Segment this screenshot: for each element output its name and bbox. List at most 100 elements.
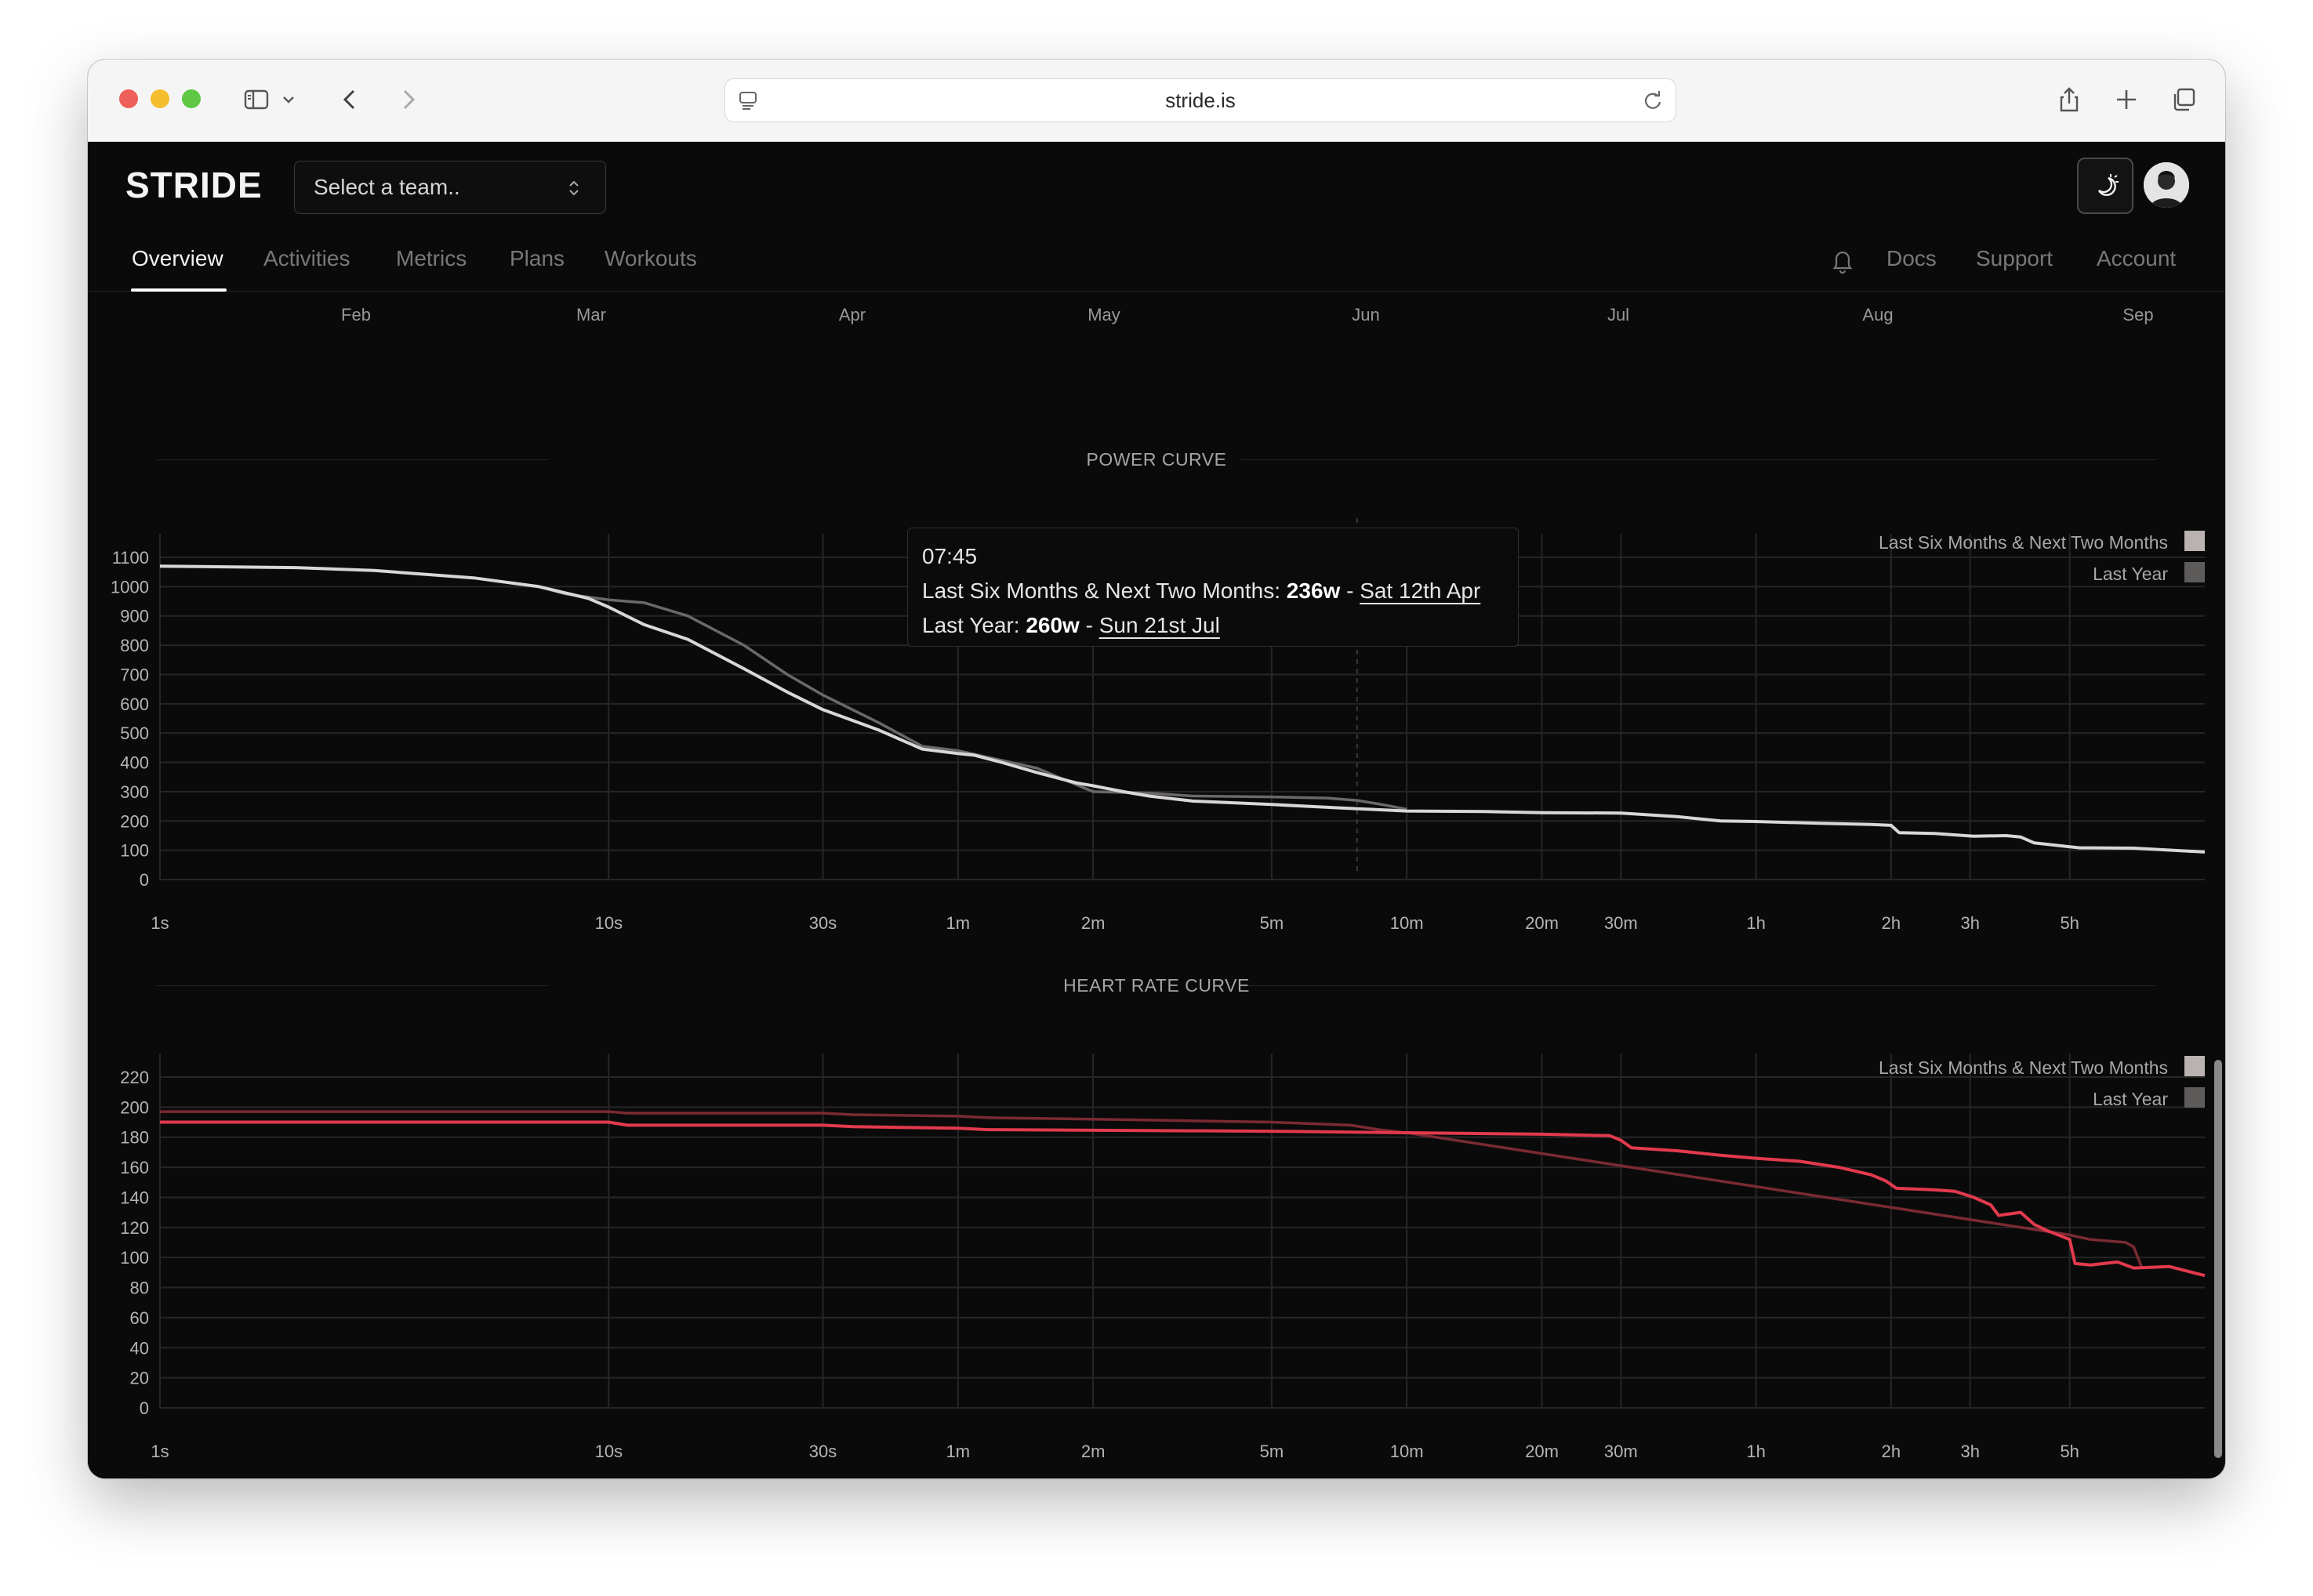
x-tick-label: 20m: [1525, 1442, 1559, 1461]
main-nav: Overview Activities Metrics Plans Workou…: [88, 232, 2225, 292]
back-arrow-icon[interactable]: [329, 78, 372, 121]
month-label: Aug: [1862, 305, 1894, 325]
legend-label-current: Last Six Months & Next Two Months: [1879, 1057, 2168, 1078]
x-tick-label: 10s: [595, 913, 623, 933]
x-tick-label: 1h: [1746, 1442, 1765, 1461]
x-tick-label: 5h: [2060, 1442, 2079, 1461]
y-tick-label: 200: [120, 1097, 149, 1117]
tooltip-series-value: 260w: [1026, 613, 1080, 637]
y-tick-label: 1100: [112, 548, 149, 568]
browser-window: stride.is STRIDE Select a team..: [88, 60, 2225, 1478]
tooltip-line-last-year: Last Year: 260w - Sun 21st Jul: [922, 608, 1504, 643]
x-tick-label: 20m: [1525, 913, 1559, 933]
tooltip-series-label: Last Year:: [922, 613, 1026, 637]
team-select-label: Select a team..: [314, 175, 460, 199]
x-tick-label: 1s: [151, 1442, 169, 1461]
x-tick-label: 1s: [151, 913, 169, 933]
y-tick-label: 700: [120, 665, 149, 684]
maximize-window-button[interactable]: [182, 89, 201, 108]
y-tick-label: 400: [120, 753, 149, 773]
x-tick-label: 2h: [1882, 1442, 1901, 1461]
legend-label-current: Last Six Months & Next Two Months: [1879, 532, 2168, 553]
month-label: Feb: [341, 305, 371, 325]
tooltip-separator: -: [1079, 613, 1099, 637]
month-label: Jul: [1607, 305, 1630, 325]
page-icon: [739, 92, 757, 110]
brand-logo[interactable]: STRIDE: [125, 165, 263, 205]
month-label: Jun: [1352, 305, 1380, 325]
legend-swatch-current: [2184, 1056, 2205, 1076]
x-tick-label: 30s: [809, 913, 837, 933]
y-tick-label: 300: [120, 782, 149, 802]
power-curve-chart[interactable]: 0 100 200 300 400 500 600 700 800 900 1000 1100 1s 10…: [88, 479, 2225, 1036]
legend-swatch-current: [2184, 531, 2205, 551]
x-tick-label: 1h: [1746, 913, 1765, 933]
tab-workouts[interactable]: Workouts: [605, 246, 697, 270]
minimize-window-button[interactable]: [151, 89, 169, 108]
y-tick-label: 60: [130, 1308, 149, 1328]
page-scrollbar[interactable]: [2214, 1060, 2222, 1458]
month-label: May: [1088, 305, 1120, 325]
y-tick-label: 500: [120, 724, 149, 743]
browser-titlebar: stride.is: [88, 60, 2225, 142]
tooltip-series-label: Last Six Months & Next Two Months:: [922, 579, 1287, 603]
address-bar[interactable]: stride.is: [724, 78, 1676, 122]
y-tick-label: 200: [120, 811, 149, 831]
chevron-up-down-icon: [569, 180, 579, 196]
x-tick-label: 10m: [1390, 913, 1424, 933]
tab-overview-icon[interactable]: [2162, 78, 2205, 121]
tab-overview[interactable]: Overview: [132, 246, 223, 270]
legend-label-last-year: Last Year: [2093, 1089, 2168, 1109]
y-tick-label: 0: [140, 1398, 149, 1418]
tooltip-time: 07:45: [922, 544, 978, 568]
nav-docs[interactable]: Docs: [1886, 246, 1937, 270]
x-tick-label: 1m: [946, 913, 971, 933]
close-window-button[interactable]: [119, 89, 138, 108]
bell-icon[interactable]: [1827, 246, 1858, 277]
y-tick-label: 160: [120, 1158, 149, 1177]
moon-sun-icon: [2097, 174, 2119, 196]
y-tick-label: 100: [120, 1248, 149, 1268]
heart-rate-curve-chart[interactable]: 0 20 40 60 80 100 120 140 160 180 200 220 1s 10s 30s 1m…: [88, 1004, 2225, 1478]
power-curve-tooltip: 07:45 Last Six Months & Next Two Months:…: [907, 528, 1519, 647]
nav-support[interactable]: Support: [1976, 246, 2053, 270]
y-tick-label: 80: [130, 1279, 149, 1298]
share-icon[interactable]: [2048, 78, 2090, 121]
theme-toggle-button[interactable]: [2077, 158, 2133, 214]
month-label: Apr: [838, 305, 866, 325]
chevron-down-icon[interactable]: [273, 78, 304, 121]
tab-metrics[interactable]: Metrics: [396, 246, 467, 270]
section-divider: [157, 459, 549, 460]
power-curve-title: POWER CURVE: [1086, 449, 1227, 470]
new-tab-icon[interactable]: [2105, 78, 2148, 121]
x-tick-label: 2h: [1882, 913, 1901, 933]
y-tick-label: 1000: [111, 577, 149, 597]
x-tick-label: 1m: [946, 1442, 971, 1461]
tooltip-activity-link[interactable]: Sat 12th Apr: [1360, 579, 1481, 603]
tooltip-activity-link[interactable]: Sun 21st Jul: [1098, 613, 1220, 637]
section-divider: [1240, 459, 2156, 460]
reload-icon[interactable]: [1641, 89, 1665, 112]
tab-activities[interactable]: Activities: [263, 246, 350, 270]
team-select[interactable]: Select a team..: [294, 161, 606, 214]
sidebar-toggle-icon[interactable]: [235, 78, 278, 121]
active-tab-indicator: [131, 288, 227, 292]
legend-swatch-last-year: [2184, 562, 2205, 582]
x-tick-label: 10s: [595, 1442, 623, 1461]
x-tick-label: 5h: [2060, 913, 2079, 933]
nav-account[interactable]: Account: [2097, 246, 2177, 270]
x-tick-label: 30m: [1604, 913, 1638, 933]
tooltip-line-current: Last Six Months & Next Two Months: 236w …: [922, 574, 1504, 608]
forward-arrow-icon[interactable]: [387, 78, 429, 121]
tooltip-series-value: 236w: [1286, 579, 1341, 603]
month-label: Mar: [576, 305, 606, 325]
x-tick-label: 3h: [1960, 1442, 1979, 1461]
user-avatar[interactable]: [2144, 162, 2189, 208]
x-tick-label: 3h: [1960, 913, 1979, 933]
y-tick-label: 180: [120, 1128, 149, 1148]
y-tick-label: 120: [120, 1218, 149, 1238]
tab-plans[interactable]: Plans: [510, 246, 565, 270]
url-text: stride.is: [1165, 89, 1236, 112]
legend-swatch-last-year: [2184, 1087, 2205, 1108]
series-line-last-year: [539, 585, 1407, 811]
